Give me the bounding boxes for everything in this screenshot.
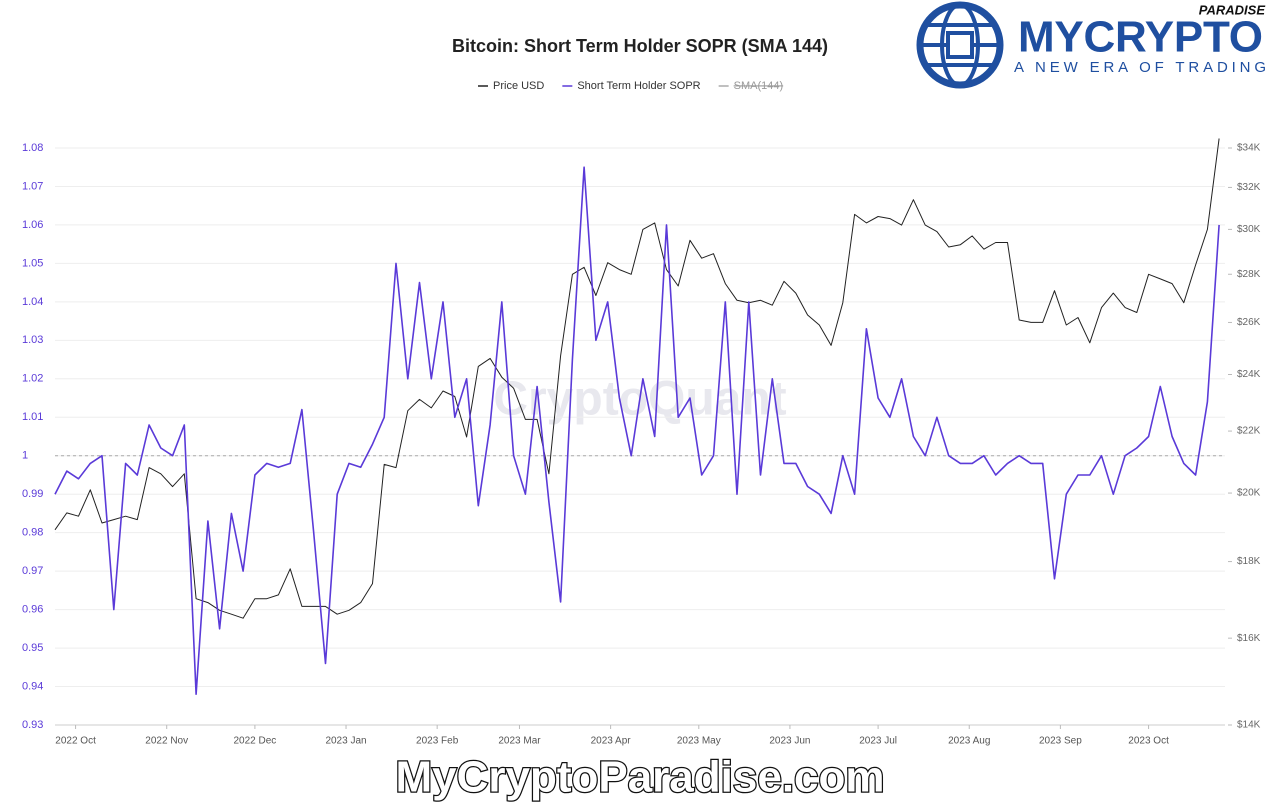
y2-tick-label: $32K	[1237, 182, 1261, 193]
x-tick-label: 2022 Dec	[233, 736, 276, 747]
footer-watermark: MyCryptoParadise.com	[395, 753, 884, 802]
y2-tick-label: $30K	[1237, 224, 1261, 235]
series-line	[54, 138, 1220, 619]
y2-tick-label: $22K	[1237, 426, 1261, 437]
x-tick-label: 2023 Mar	[498, 736, 541, 747]
logo-tagline: A NEW ERA OF TRADING	[1014, 59, 1266, 76]
y-tick-label: 0.93	[22, 719, 43, 731]
y-tick-label: 1.08	[22, 142, 43, 154]
logo-name: MYCRYPTO	[1018, 13, 1263, 62]
x-tick-label: 2023 Oct	[1128, 736, 1169, 747]
y-tick-label: 1.02	[22, 373, 43, 385]
x-tick-label: 2023 Apr	[591, 736, 632, 747]
y2-tick-label: $18K	[1237, 556, 1261, 567]
x-tick-label: 2023 Jul	[859, 736, 897, 747]
y-tick-label: 1.04	[22, 296, 43, 308]
legend-label: SMA(144)	[734, 80, 784, 92]
y-tick-label: 0.96	[22, 604, 43, 616]
y-tick-label: 1.07	[22, 180, 43, 192]
legend-label: Price USD	[493, 80, 544, 92]
y-tick-label: 0.98	[22, 527, 43, 539]
legend: Price USD Short Term Holder SOPR SMA(144)	[478, 80, 783, 92]
y2-tick-label: $28K	[1237, 269, 1261, 280]
logo-badge: PARADISE	[1199, 2, 1266, 17]
y2-tick-label: $24K	[1237, 369, 1261, 380]
series-line	[54, 166, 1220, 695]
y2-tick-label: $14K	[1237, 720, 1261, 731]
logo-chip	[946, 31, 974, 59]
chart-title: Bitcoin: Short Term Holder SOPR (SMA 144…	[452, 36, 828, 56]
y-tick-label: 0.95	[22, 642, 43, 654]
y-tick-label: 1	[22, 450, 28, 462]
x-tick-label: 2023 Jan	[325, 736, 366, 747]
y2-tick-label: $26K	[1237, 317, 1261, 328]
y-tick-label: 0.99	[22, 488, 43, 500]
logo: MYCRYPTO PARADISE A NEW ERA OF TRADING	[916, 1, 1266, 89]
y-tick-label: 1.03	[22, 334, 43, 346]
y2-tick-label: $34K	[1237, 143, 1261, 154]
x-tick-label: 2022 Nov	[145, 736, 188, 747]
legend-label: Short Term Holder SOPR	[577, 80, 700, 92]
x-tick-label: 2023 Aug	[948, 736, 990, 747]
x-tick-label: 2023 May	[677, 736, 721, 747]
x-tick-label: 2022 Oct	[55, 736, 96, 747]
y-tick-label: 1.06	[22, 219, 43, 231]
y-tick-label: 1.01	[22, 411, 43, 423]
x-tick-label: 2023 Jun	[769, 736, 810, 747]
y-tick-label: 0.94	[22, 680, 43, 692]
x-tick-label: 2023 Sep	[1039, 736, 1082, 747]
y2-tick-label: $20K	[1237, 488, 1261, 499]
y-tick-label: 1.05	[22, 257, 43, 269]
y2-tick-label: $16K	[1237, 633, 1261, 644]
x-tick-label: 2023 Feb	[416, 736, 459, 747]
y-tick-label: 0.97	[22, 565, 43, 577]
